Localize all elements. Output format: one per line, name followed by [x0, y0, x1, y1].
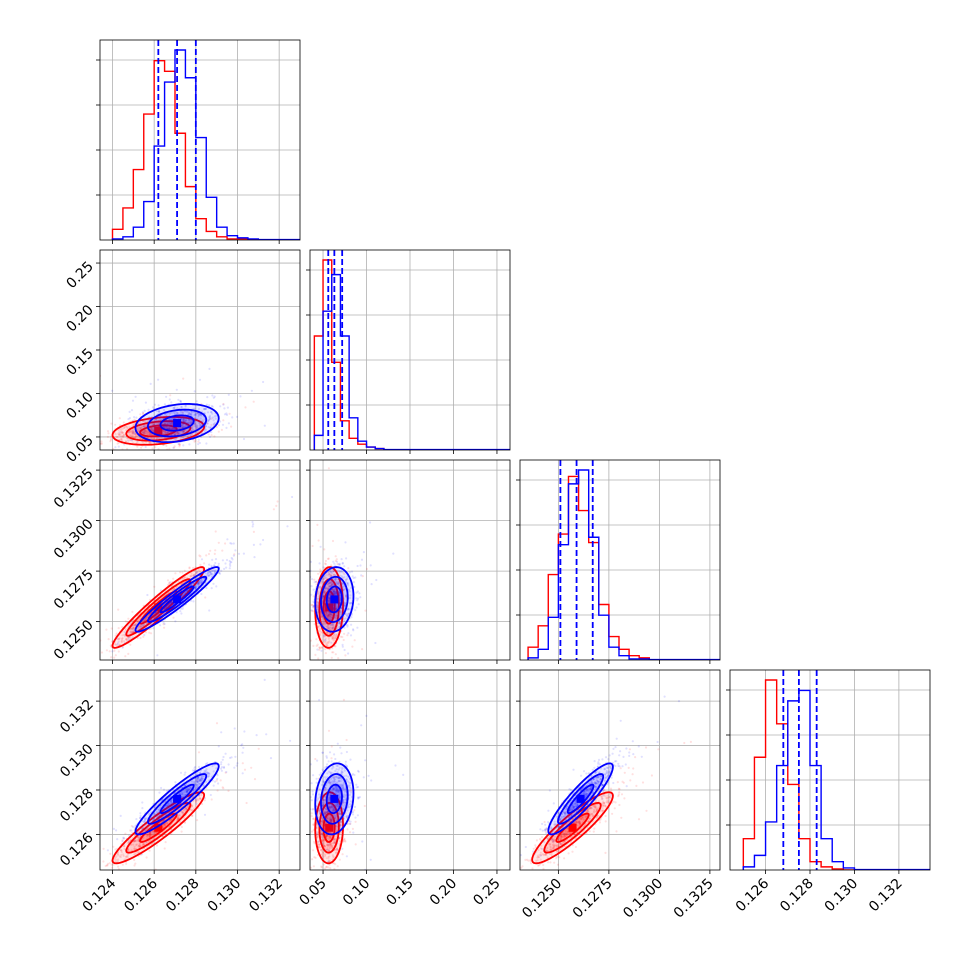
- x-tick-label: 0.126: [121, 875, 161, 915]
- contour-b: [139, 424, 178, 438]
- x-tick-label: 0.1325: [671, 876, 717, 922]
- x-tick-label: 0.124: [80, 875, 120, 915]
- y-tick-label: 0.05: [63, 432, 96, 465]
- y-tick-label: 0.25: [63, 259, 96, 292]
- density-peak-b: [154, 823, 163, 832]
- histogram-series-a: [742, 689, 856, 870]
- density-peak-b: [325, 603, 334, 612]
- x-tick-label: 0.132: [866, 876, 906, 916]
- x-tick-label: 0.05: [297, 876, 330, 909]
- hist-panel-2: [516, 459, 721, 664]
- histogram-series-a: [313, 273, 385, 450]
- scatter-panel-2-1: [306, 459, 511, 664]
- histogram-series-a: [527, 469, 650, 660]
- density-peak-a: [173, 595, 182, 604]
- density-peak-b: [568, 823, 577, 832]
- y-tick-label: 0.1250: [51, 617, 97, 663]
- x-tick-label: 0.10: [340, 876, 373, 909]
- scatter-panel-3-1: 0.05 0.10 0.15 0.20 0.25: [297, 669, 511, 909]
- contour-a: [147, 575, 208, 623]
- density-peak-a: [330, 595, 339, 604]
- contour-a: [566, 783, 595, 815]
- contour-a: [159, 783, 195, 815]
- density-peak-a: [173, 419, 182, 428]
- histogram-series-b: [742, 679, 855, 870]
- y-tick-label: 0.130: [57, 741, 97, 781]
- contour-b: [531, 791, 614, 865]
- y-tick-label: 0.126: [57, 830, 97, 870]
- y-tick-label: 0.15: [63, 346, 96, 379]
- density-peak-a: [576, 794, 585, 803]
- y-tick-label: 0.128: [57, 786, 97, 826]
- contour-a: [134, 403, 220, 444]
- x-tick-label: 0.130: [205, 876, 245, 916]
- y-tick-label: 0.1325: [51, 466, 97, 512]
- y-tick-label: 0.132: [57, 697, 97, 737]
- histogram-series-b: [111, 59, 259, 240]
- x-tick-label: 0.126: [733, 875, 773, 915]
- density-peak-a: [330, 794, 339, 803]
- hist-panel-1: [306, 249, 511, 454]
- contour-a: [547, 762, 614, 836]
- contour-a: [147, 773, 208, 825]
- contour-a: [159, 414, 195, 432]
- histogram-series-a: [111, 49, 260, 240]
- contour-a: [320, 575, 349, 623]
- x-tick-label: 0.130: [822, 876, 862, 916]
- contour-b: [111, 791, 206, 865]
- contour-b: [555, 812, 590, 843]
- contour-a: [320, 773, 349, 825]
- y-tick-label: 0.10: [63, 389, 96, 422]
- x-tick-label: 0.132: [246, 876, 286, 916]
- hist-panel-0: [96, 39, 301, 244]
- hist-panel-3: 0.126 0.128 0.130 0.132: [726, 669, 931, 916]
- contour-b: [322, 812, 336, 843]
- x-tick-label: 0.1250: [519, 876, 565, 922]
- y-tick-label: 0.1300: [51, 516, 97, 562]
- contour-b: [125, 801, 192, 854]
- x-tick-label: 0.128: [777, 876, 817, 916]
- contour-a: [147, 408, 208, 438]
- density-peak-a: [173, 794, 182, 803]
- scatter-panel-3-0: 0.124 0.126 0.128 0.130 0.1320.1260.1280.130…: [57, 669, 301, 916]
- x-tick-label: 0.1275: [570, 876, 616, 922]
- contour-b: [318, 802, 340, 854]
- contour-a: [557, 773, 605, 825]
- contour-a: [314, 566, 355, 633]
- x-tick-label: 0.1300: [620, 876, 666, 922]
- density-peak-b: [154, 426, 163, 435]
- x-tick-label: 0.15: [383, 876, 416, 909]
- contour-a: [134, 762, 220, 836]
- contour-a: [325, 783, 343, 815]
- contour-a: [314, 762, 355, 836]
- x-tick-label: 0.25: [470, 876, 503, 909]
- contour-a: [134, 566, 220, 633]
- x-tick-label: 0.20: [427, 876, 460, 909]
- scatter-panel-1-0: 0.05 0.10 0.15 0.20 0.25: [63, 249, 301, 466]
- contour-a: [325, 585, 343, 614]
- x-tick-label: 0.128: [163, 876, 203, 916]
- y-tick-label: 0.20: [63, 302, 96, 335]
- contour-a: [159, 585, 195, 614]
- density-peak-b: [325, 823, 334, 832]
- y-tick-label: 0.1275: [51, 567, 97, 613]
